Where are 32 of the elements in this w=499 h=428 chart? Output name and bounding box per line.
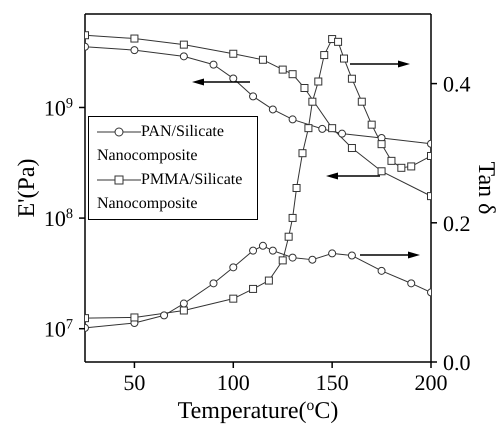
point bbox=[229, 74, 238, 82]
legend-label: PMMA/Silicate Nanocomposite bbox=[97, 171, 242, 212]
point bbox=[130, 46, 138, 54]
point bbox=[348, 144, 356, 152]
legend-label: PAN/Silicate Nanocomposite bbox=[97, 123, 224, 164]
y2-tick-label: 0.4 bbox=[443, 72, 470, 97]
point bbox=[338, 130, 346, 138]
x-tick-label: 150 bbox=[316, 370, 349, 395]
point bbox=[300, 84, 308, 92]
point bbox=[180, 40, 188, 49]
x-tick-label: 50 bbox=[123, 370, 146, 395]
y2-axis-title: Tan δ bbox=[473, 162, 499, 214]
x-tick-label: 100 bbox=[216, 370, 250, 395]
point bbox=[249, 92, 258, 100]
y-tick-label: 10$^{9}$ bbox=[44, 95, 73, 120]
point bbox=[288, 70, 297, 78]
point bbox=[180, 52, 188, 60]
point bbox=[268, 105, 277, 114]
y-axis-title: E'(Pa) bbox=[14, 158, 40, 218]
point bbox=[378, 167, 386, 176]
point bbox=[210, 60, 218, 69]
y2-tick-label: 0.2 bbox=[443, 210, 470, 236]
point bbox=[278, 66, 287, 74]
point bbox=[229, 50, 238, 58]
x-axis-title: Temperature($^{o}$C) bbox=[178, 396, 338, 424]
point bbox=[130, 34, 138, 43]
point bbox=[258, 56, 267, 64]
point bbox=[318, 124, 326, 133]
point bbox=[328, 124, 336, 132]
point bbox=[288, 115, 297, 124]
y-tick-label: 10$^{8}$ bbox=[44, 206, 73, 232]
y-tick-label: 10$^{7}$ bbox=[44, 316, 73, 342]
